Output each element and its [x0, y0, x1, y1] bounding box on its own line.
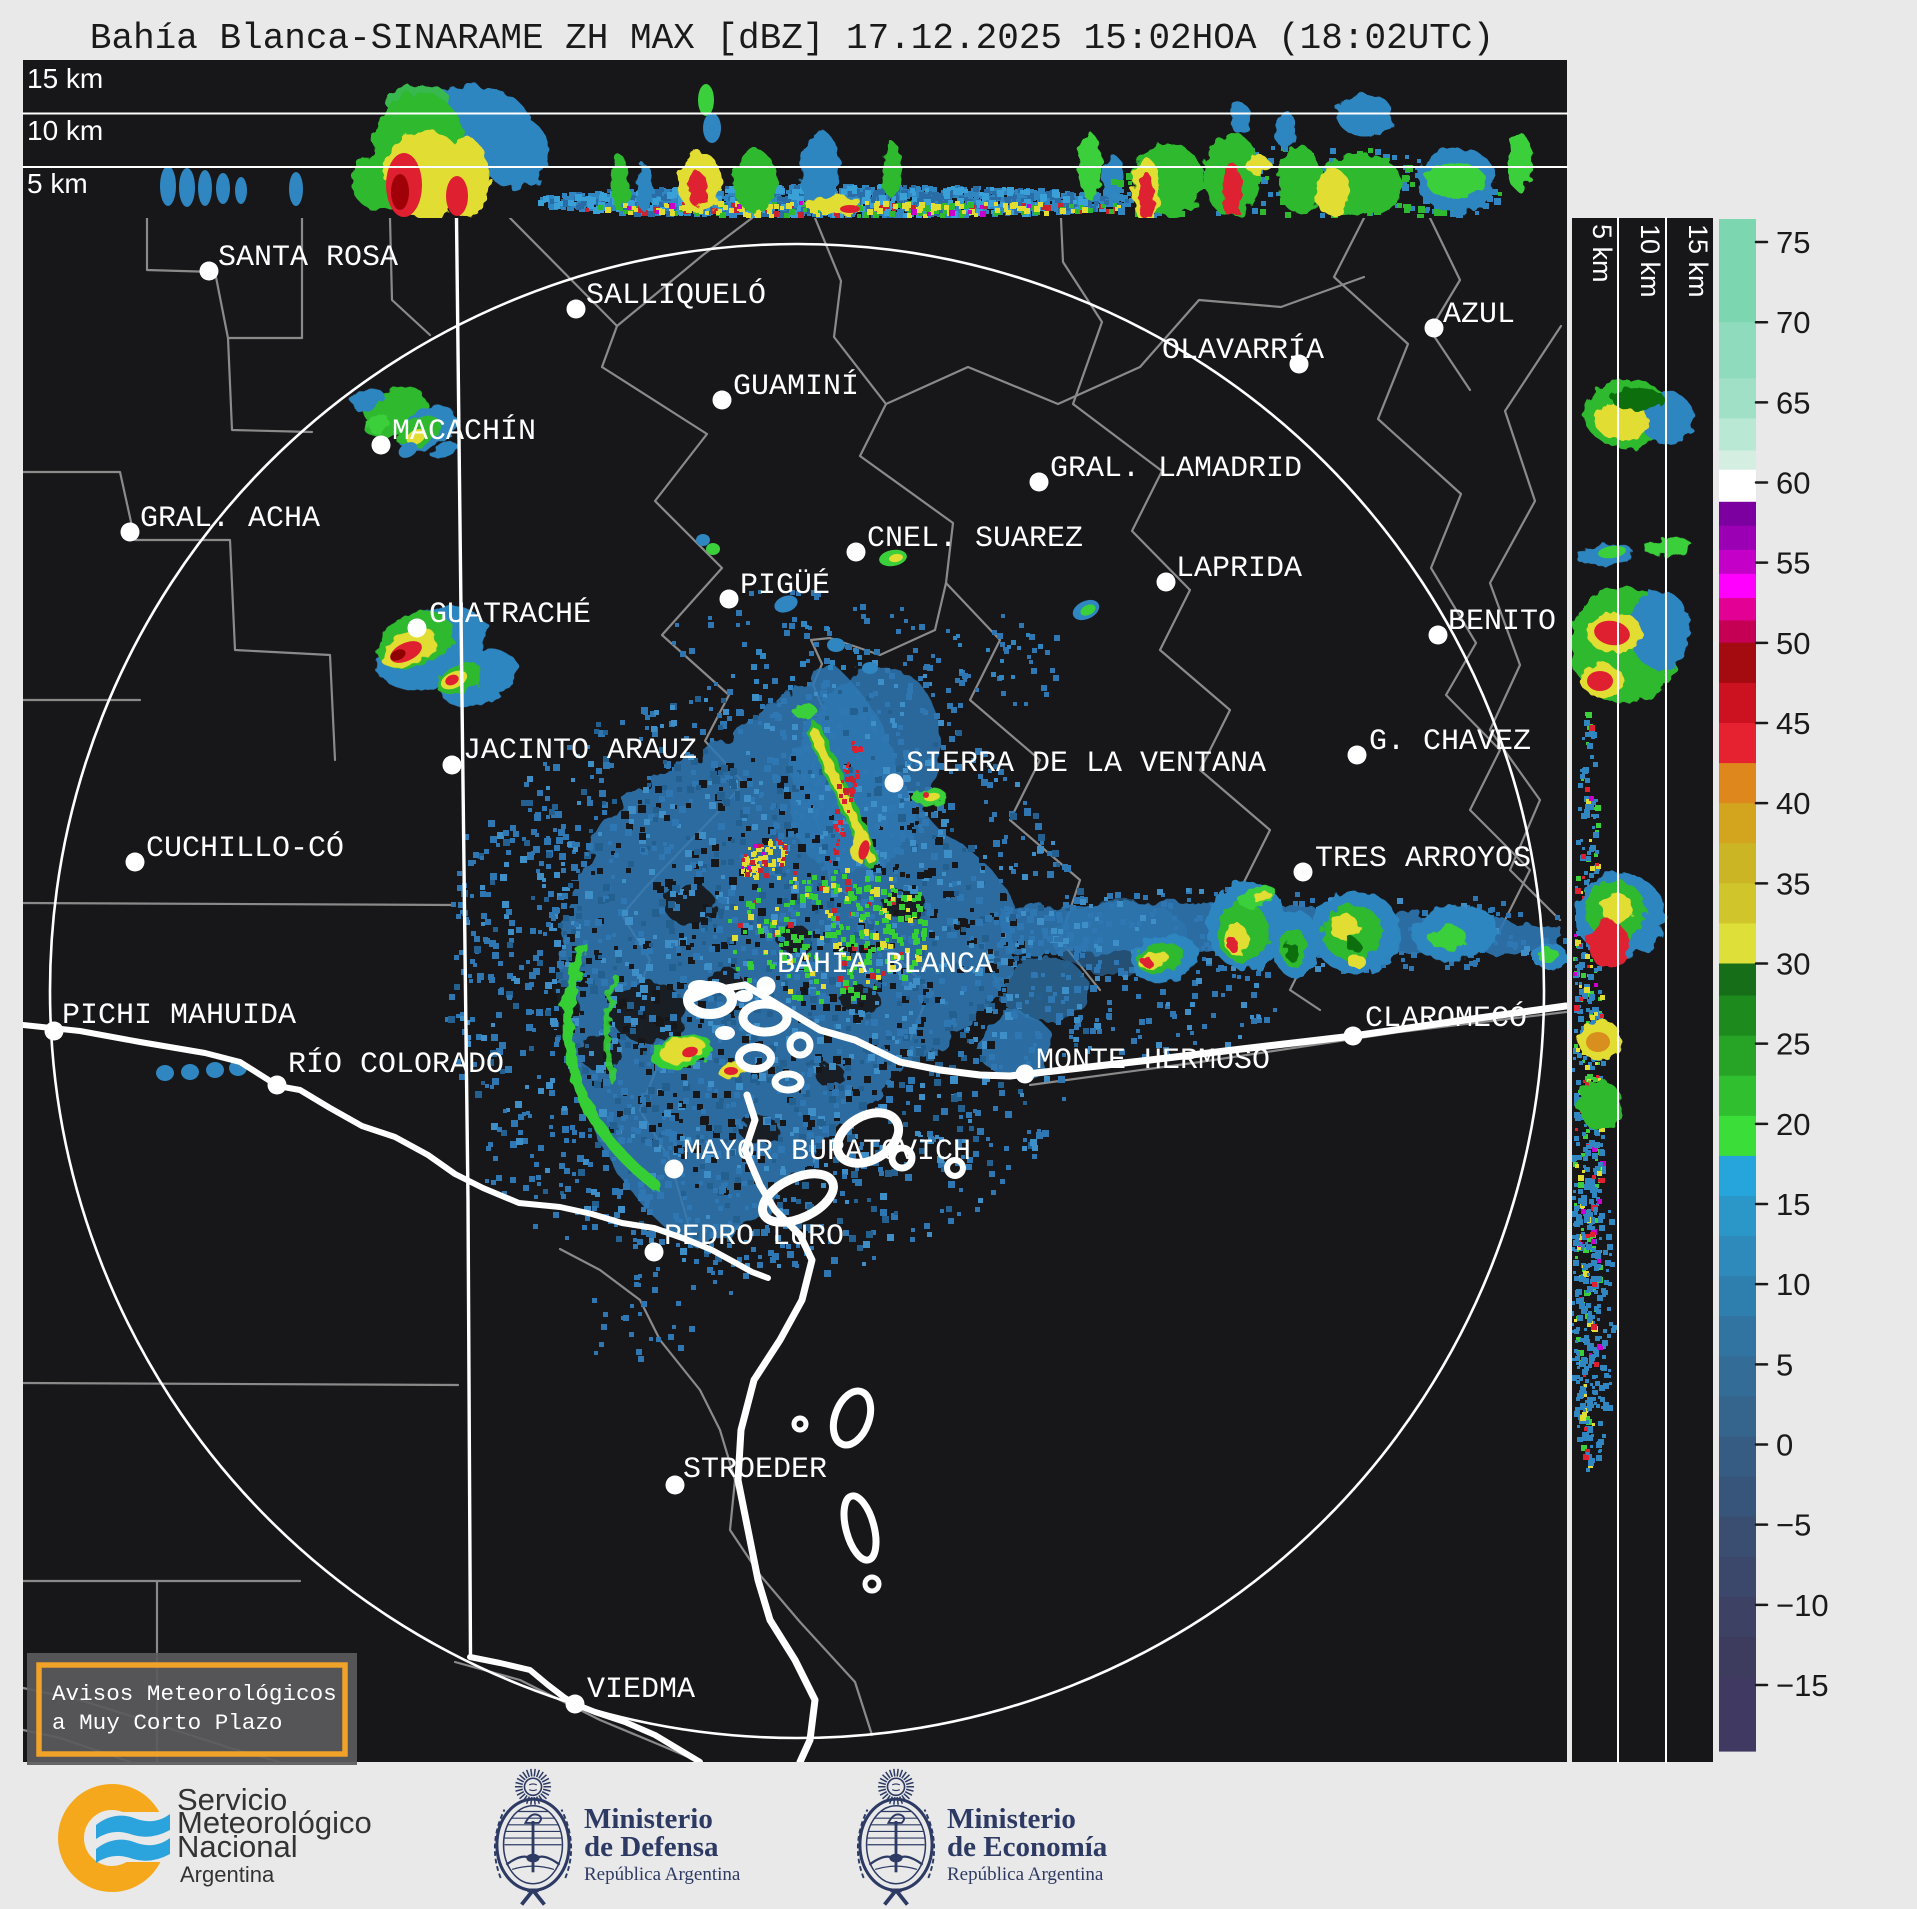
svg-text:55: 55 — [1776, 546, 1810, 581]
svg-text:SANTA ROSA: SANTA ROSA — [218, 241, 398, 275]
svg-text:GUAMINÍ: GUAMINÍ — [733, 369, 859, 404]
svg-text:CUCHILLO-CÓ: CUCHILLO-CÓ — [146, 831, 344, 866]
svg-text:MONTE HERMOSO: MONTE HERMOSO — [1036, 1044, 1270, 1078]
svg-text:VIEDMA: VIEDMA — [587, 1673, 695, 1707]
svg-text:STROEDER: STROEDER — [683, 1453, 827, 1487]
svg-text:República Argentina: República Argentina — [947, 1864, 1104, 1885]
svg-text:CLAROMECÓ: CLAROMECÓ — [1365, 1001, 1527, 1036]
svg-text:0: 0 — [1776, 1428, 1793, 1463]
svg-text:República Argentina: República Argentina — [584, 1864, 741, 1885]
svg-text:70: 70 — [1776, 305, 1810, 340]
svg-text:MAYOR BURATOVICH: MAYOR BURATOVICH — [683, 1135, 971, 1169]
svg-text:10: 10 — [1776, 1267, 1810, 1302]
svg-text:AZUL: AZUL — [1443, 298, 1515, 332]
svg-text:GUATRACHÉ: GUATRACHÉ — [429, 597, 591, 632]
svg-text:45: 45 — [1776, 706, 1810, 741]
svg-text:GRAL. LAMADRID: GRAL. LAMADRID — [1050, 452, 1302, 486]
svg-text:Meteorológico: Meteorológico — [177, 1805, 372, 1840]
svg-text:Servicio: Servicio — [177, 1782, 287, 1817]
svg-text:5: 5 — [1776, 1347, 1793, 1382]
svg-text:−10: −10 — [1776, 1588, 1829, 1623]
svg-text:RÍO COLORADO: RÍO COLORADO — [288, 1047, 504, 1082]
svg-text:15: 15 — [1776, 1187, 1810, 1222]
svg-text:Nacional: Nacional — [177, 1829, 298, 1864]
svg-text:Ministerio: Ministerio — [947, 1803, 1076, 1835]
svg-text:PEDRO LURO: PEDRO LURO — [664, 1220, 844, 1254]
svg-text:10 km: 10 km — [1635, 224, 1665, 298]
svg-text:SIERRA DE LA VENTANA: SIERRA DE LA VENTANA — [906, 747, 1266, 781]
svg-text:5 km: 5 km — [27, 168, 88, 199]
svg-text:Argentina: Argentina — [180, 1862, 275, 1887]
svg-text:de Defensa: de Defensa — [584, 1831, 719, 1863]
svg-text:TRES ARROYOS: TRES ARROYOS — [1315, 842, 1531, 876]
svg-text:15 km: 15 km — [27, 63, 103, 94]
svg-text:65: 65 — [1776, 385, 1810, 420]
svg-text:SALLIQUELÓ: SALLIQUELÓ — [586, 278, 766, 313]
svg-text:PICHI MAHUIDA: PICHI MAHUIDA — [62, 999, 296, 1033]
svg-text:MACACHÍN: MACACHÍN — [392, 414, 536, 449]
svg-text:20: 20 — [1776, 1107, 1810, 1142]
svg-text:50: 50 — [1776, 626, 1810, 661]
svg-text:75: 75 — [1776, 225, 1810, 260]
svg-text:10 km: 10 km — [27, 115, 103, 146]
svg-text:40: 40 — [1776, 786, 1810, 821]
svg-text:de Economía: de Economía — [947, 1831, 1108, 1863]
svg-text:PIGÜÉ: PIGÜÉ — [740, 568, 830, 603]
svg-text:−15: −15 — [1776, 1668, 1829, 1703]
svg-text:OLAVARRÍA: OLAVARRÍA — [1162, 333, 1324, 368]
svg-text:60: 60 — [1776, 466, 1810, 501]
svg-text:GRAL. ACHA: GRAL. ACHA — [140, 502, 320, 536]
svg-text:a Muy Corto Plazo: a Muy Corto Plazo — [52, 1710, 283, 1736]
svg-text:CNEL. SUAREZ: CNEL. SUAREZ — [867, 522, 1083, 556]
svg-text:−5: −5 — [1776, 1508, 1811, 1543]
svg-text:35: 35 — [1776, 866, 1810, 901]
svg-text:LAPRIDA: LAPRIDA — [1176, 552, 1302, 586]
svg-text:25: 25 — [1776, 1027, 1810, 1062]
svg-text:30: 30 — [1776, 947, 1810, 982]
svg-text:BAHÍA BLANCA: BAHÍA BLANCA — [777, 947, 993, 982]
svg-text:5 km: 5 km — [1587, 224, 1617, 283]
svg-text:Ministerio: Ministerio — [584, 1803, 713, 1835]
svg-text:Bahía Blanca-SINARAME ZH MAX [: Bahía Blanca-SINARAME ZH MAX [dBZ] 17.12… — [90, 18, 1494, 59]
svg-text:BENITO: BENITO — [1448, 605, 1556, 639]
svg-text:15 km: 15 km — [1683, 224, 1713, 298]
svg-text:JACINTO ARAUZ: JACINTO ARAUZ — [463, 734, 697, 768]
svg-text:Avisos Meteorológicos: Avisos Meteorológicos — [52, 1681, 337, 1707]
svg-text:G. CHAVEZ: G. CHAVEZ — [1369, 725, 1531, 759]
